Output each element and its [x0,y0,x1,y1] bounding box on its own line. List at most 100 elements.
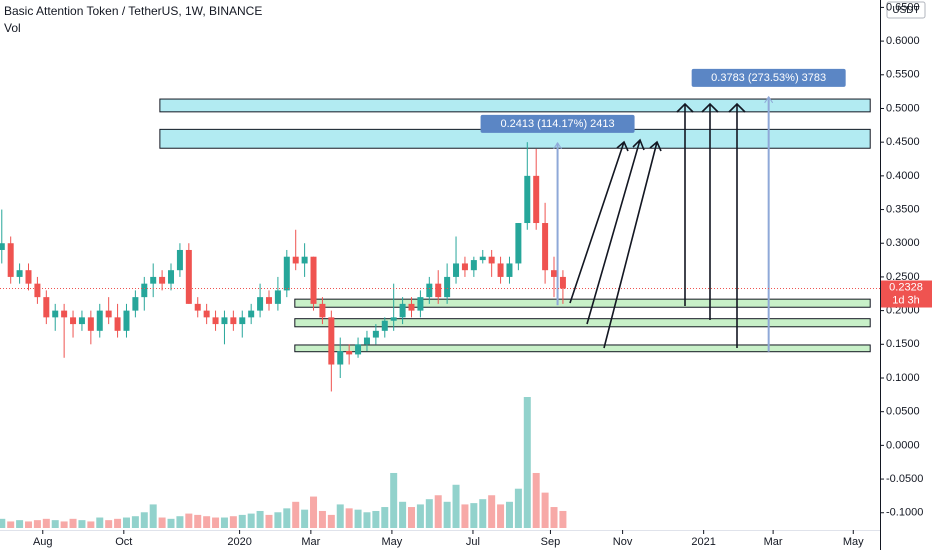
volume-bar [470,503,478,528]
volume-bar [327,514,335,528]
y-tick-label: 0.0500 [886,406,920,418]
y-tick-label: 0.3000 [886,237,920,249]
volume-bar [497,504,505,528]
volume-bar [292,501,300,528]
candle-body [34,283,41,298]
volume-bar [514,488,522,528]
volume-bar [7,521,15,528]
volume-bar [176,516,184,528]
zone [294,344,871,353]
volume-title: Vol [4,21,21,35]
y-tick-label: 0.1500 [886,338,920,350]
candle-body [444,276,451,298]
volume-bar [42,518,50,528]
x-tick-label: 2020 [227,536,251,548]
candle-body [408,303,415,311]
volume-bar [78,520,86,528]
y-tick-label: 0.4000 [886,170,920,182]
volume-bar [114,518,122,528]
volume-bar [51,520,59,528]
candle-body [515,223,522,264]
volume-bar [238,514,246,528]
candle-body [497,263,504,277]
volume-bar [452,484,460,528]
zone [294,318,871,328]
volume-bar [443,501,451,528]
volume-bar [87,521,95,528]
x-tick-label: Jul [466,536,480,548]
candle-body [461,263,468,271]
candle-body [355,344,362,355]
y-tick-label: 0.5000 [886,102,920,114]
volume-bar [122,517,130,528]
candle-body [257,297,264,311]
currency-box[interactable] [886,1,926,19]
volume-bar [310,496,318,528]
volume-bar [559,510,567,528]
candle-body [346,351,353,355]
y-tick-label: 0.0000 [886,439,920,451]
volume-bar [407,507,415,528]
x-tick-label: Aug [33,536,53,548]
candle-body [542,223,549,271]
volume-bar [390,472,398,528]
volume-bar [0,518,6,528]
x-tick-label: Mar [764,536,783,548]
volume-bar [167,518,175,528]
last-price-label: 0.2328 [889,281,923,293]
candle-body [25,270,32,284]
candle-body [551,270,558,277]
arrow [728,102,746,348]
candle-body [230,317,237,325]
x-tick-label: Oct [115,536,132,548]
candle-body [185,249,192,304]
candle-body [7,243,14,277]
candle-body [114,317,121,331]
volume-bar [185,513,193,528]
volume-bar [523,397,531,528]
x-tick-label: Nov [613,536,633,548]
volume-bar [505,501,513,528]
arrow [603,140,662,349]
candle-body [319,303,326,318]
currency[interactable]: USDT [892,5,919,16]
volume-bar [256,510,264,528]
volume-bar [399,501,407,528]
arrow [701,102,719,320]
arrow [586,138,645,325]
chart-title: Basic Attention Token / TetherUS, 1W, BI… [4,4,262,18]
candle-body [328,317,335,365]
volume-bar [229,516,237,528]
candle-body [381,320,388,331]
candle-body [52,310,59,318]
volume-bar [96,517,104,528]
candle-body [43,297,50,318]
candle-body [399,303,406,318]
volume-bar [372,510,380,528]
plot: 0.2413 (114.17%) 2413 0.3783 (273.53%) 37… [0,68,880,528]
volume-bar [434,495,442,528]
candle-body [488,256,495,264]
candle-body [337,351,344,365]
volume-bar [274,512,282,528]
volume-bar [550,507,558,528]
candle-body [372,330,379,338]
volume-bar [461,504,469,528]
x-tick-label: May [382,536,403,548]
candle-body [123,310,130,331]
volume-bar [381,507,389,528]
candle-body [78,317,85,325]
candle-body [132,297,139,311]
x-tick-label: 2021 [691,536,715,548]
candle-body [524,175,531,224]
candle-body [453,263,460,277]
candle-body [283,256,290,291]
candle-body [176,249,183,271]
volume-bar [336,504,344,528]
zone [294,298,871,308]
candle-body [559,276,566,289]
candle-body [479,256,486,261]
y-tick-label: -0.1000 [886,507,923,519]
